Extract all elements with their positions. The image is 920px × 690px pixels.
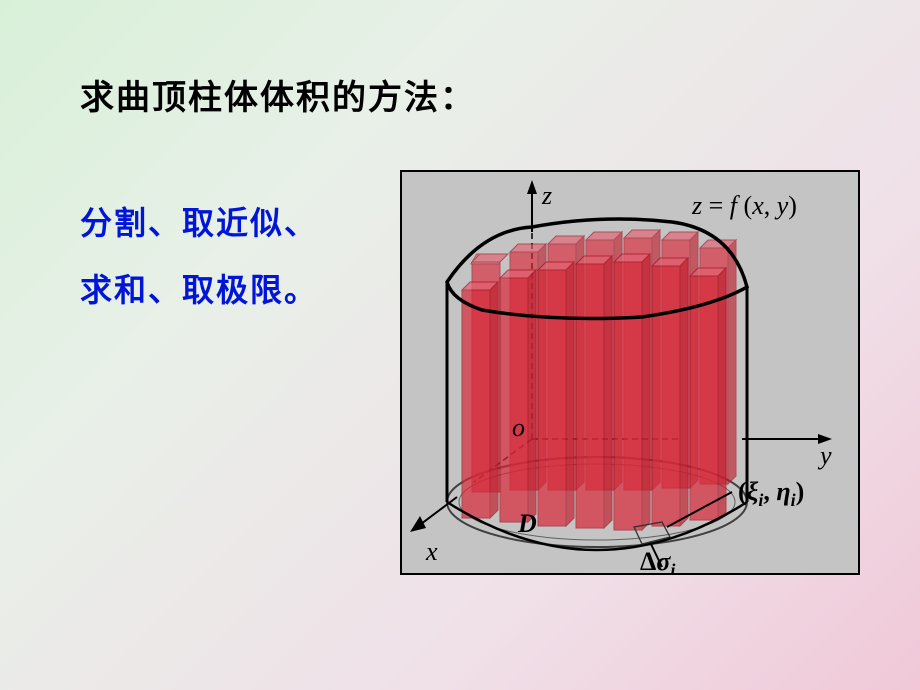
steps-line-1: 分割、取近似、	[80, 190, 318, 257]
origin-label: o	[512, 413, 525, 442]
steps-text: 分割、取近似、 求和、取极限。	[80, 190, 318, 324]
point-label: (ξi, ηi)	[738, 477, 804, 510]
delta-label: Δσi	[640, 547, 675, 573]
steps-line-2: 求和、取极限。	[80, 257, 318, 324]
z-label: z	[541, 181, 552, 210]
page-title: 求曲顶柱体体积的方法：	[80, 70, 476, 119]
cylinder-diagram: z y x o z = f (x, y) (ξi, ηi) Δσi D	[402, 172, 858, 573]
surface-label: z = f (x, y)	[691, 191, 797, 220]
y-label: y	[817, 441, 832, 470]
z-arrow	[527, 180, 537, 194]
x-label: x	[425, 537, 438, 566]
x-arrow	[410, 516, 426, 532]
figure-container: z y x o z = f (x, y) (ξi, ηi) Δσi D	[400, 170, 860, 575]
bars-group	[462, 230, 736, 530]
region-label: D	[517, 509, 537, 538]
